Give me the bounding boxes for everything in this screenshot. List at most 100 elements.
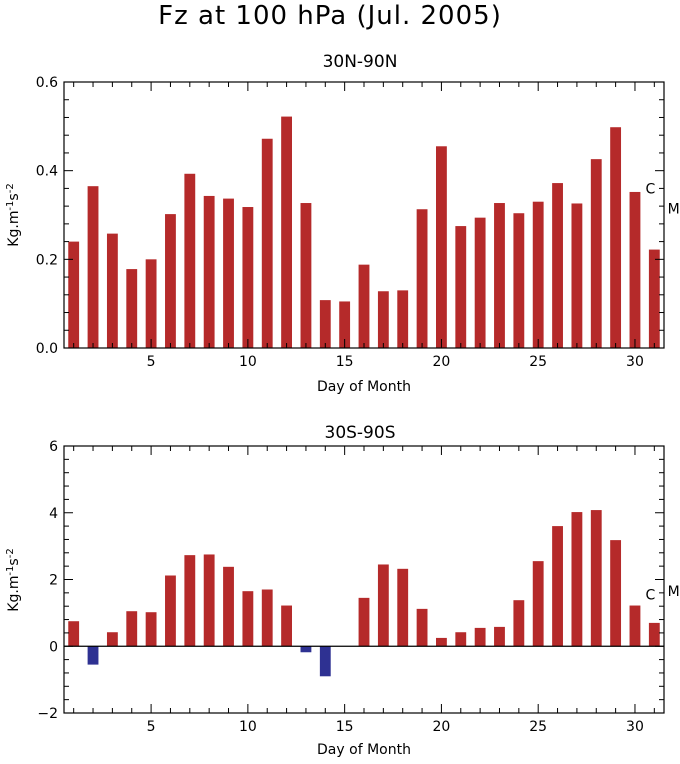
bar-day-5 xyxy=(145,259,157,348)
y-tick-label: −2 xyxy=(37,706,58,722)
bar-day-9 xyxy=(223,198,234,348)
ticks-north xyxy=(64,81,664,349)
bar-day-11 xyxy=(261,138,273,348)
bar-day-17 xyxy=(377,291,389,348)
y-tick-label: 0.0 xyxy=(36,341,58,357)
bar-day-8 xyxy=(203,554,215,647)
bar-day-27 xyxy=(571,203,583,348)
panel-title-south: 30S-90S xyxy=(325,423,396,443)
bar-day-2 xyxy=(87,646,99,665)
x-tick-label: 20 xyxy=(433,719,451,735)
bar-day-24 xyxy=(513,213,525,348)
bar-day-22 xyxy=(474,627,486,647)
bar-day-16 xyxy=(358,264,370,348)
tick-labels-north: 5 10 15 20 25 30 0.0 0.2 0.4 0.6 xyxy=(36,75,644,370)
ticks-south xyxy=(64,445,664,714)
bar-day-30 xyxy=(629,191,641,348)
bar-day-29 xyxy=(610,127,622,348)
tick-labels-south: 5 10 15 20 25 30 −2 0 2 4 6 xyxy=(37,439,644,735)
bar-day-6 xyxy=(165,575,176,647)
bar-day-22 xyxy=(474,217,486,348)
bar-day-15 xyxy=(339,301,351,348)
y-tick-label: 0.6 xyxy=(36,75,58,91)
x-tick-label: 10 xyxy=(239,354,257,370)
bar-day-28 xyxy=(590,510,602,647)
bar-day-28 xyxy=(590,159,602,348)
bar-day-13 xyxy=(300,646,312,653)
bar-day-17 xyxy=(377,564,389,647)
bar-day-19 xyxy=(416,209,428,348)
y-tick-label: 0 xyxy=(49,639,58,655)
x-tick-label: 15 xyxy=(336,719,354,735)
bar-day-1 xyxy=(68,621,80,647)
bar-day-11 xyxy=(261,589,273,647)
bar-day-2 xyxy=(87,186,99,348)
bar-day-5 xyxy=(145,612,157,647)
bar-day-20 xyxy=(436,637,447,647)
bar-day-9 xyxy=(223,566,234,647)
bar-day-30 xyxy=(629,605,641,647)
bar-day-18 xyxy=(397,568,409,647)
x-tick-label: 5 xyxy=(147,719,156,735)
annotation-c: C xyxy=(646,588,656,604)
y-tick-label: 0.4 xyxy=(36,164,58,180)
bar-day-4 xyxy=(126,269,138,348)
bar-day-8 xyxy=(203,195,215,348)
bar-day-21 xyxy=(455,226,467,348)
bar-day-27 xyxy=(571,512,583,647)
bar-day-12 xyxy=(281,116,292,348)
bar-day-3 xyxy=(106,233,118,348)
bar-day-7 xyxy=(184,555,196,647)
bar-day-18 xyxy=(397,290,409,348)
bar-day-14 xyxy=(319,646,331,677)
x-tick-label: 30 xyxy=(626,719,644,735)
annotation-c: C xyxy=(646,181,656,197)
y-axis-label-south: Kg.m-1s-2 xyxy=(5,548,22,611)
bar-day-31 xyxy=(648,622,660,647)
x-axis-label-south: Day of Month xyxy=(317,742,411,758)
bar-day-19 xyxy=(416,608,428,647)
x-tick-label: 25 xyxy=(529,354,547,370)
x-tick-label: 5 xyxy=(147,354,156,370)
panel-30n-90n: 30N-90N 5 10 15 20 25 30 0.0 0.2 0.4 0.6 CM Day o… xyxy=(5,52,680,395)
bar-day-26 xyxy=(552,183,563,348)
x-tick-label: 25 xyxy=(529,719,547,735)
x-tick-label: 30 xyxy=(626,354,644,370)
annotations-north: CM xyxy=(646,181,680,217)
bar-day-31 xyxy=(648,249,660,348)
x-tick-label: 20 xyxy=(433,354,451,370)
annotation-m: M xyxy=(668,201,680,217)
bar-day-23 xyxy=(494,203,505,348)
bars-south xyxy=(68,510,660,677)
bar-day-25 xyxy=(532,561,544,647)
bar-day-7 xyxy=(184,173,196,348)
bar-day-12 xyxy=(281,605,292,647)
bar-day-16 xyxy=(358,597,370,647)
y-tick-label: 6 xyxy=(49,439,58,455)
bar-day-6 xyxy=(165,214,176,348)
x-tick-label: 15 xyxy=(336,354,354,370)
bar-day-25 xyxy=(532,201,544,348)
figure-title: Fz at 100 hPa (Jul. 2005) xyxy=(158,1,502,31)
bar-day-21 xyxy=(455,632,467,647)
x-tick-label: 10 xyxy=(239,719,257,735)
bar-day-20 xyxy=(436,146,447,348)
bar-day-10 xyxy=(242,591,254,647)
y-tick-label: 0.2 xyxy=(36,252,58,268)
x-axis-label-north: Day of Month xyxy=(317,379,411,395)
bars-north xyxy=(68,116,660,348)
bar-day-3 xyxy=(106,632,118,647)
bar-day-23 xyxy=(494,626,505,647)
panel-title-north: 30N-90N xyxy=(323,52,398,72)
bar-day-4 xyxy=(126,611,138,647)
bar-day-1 xyxy=(68,241,80,348)
bar-day-29 xyxy=(610,540,622,647)
y-tick-label: 2 xyxy=(49,573,58,589)
bar-day-24 xyxy=(513,600,525,647)
bar-day-14 xyxy=(319,300,331,348)
y-tick-label: 4 xyxy=(49,506,58,522)
y-axis-label-north: Kg.m-1s-2 xyxy=(5,183,22,246)
